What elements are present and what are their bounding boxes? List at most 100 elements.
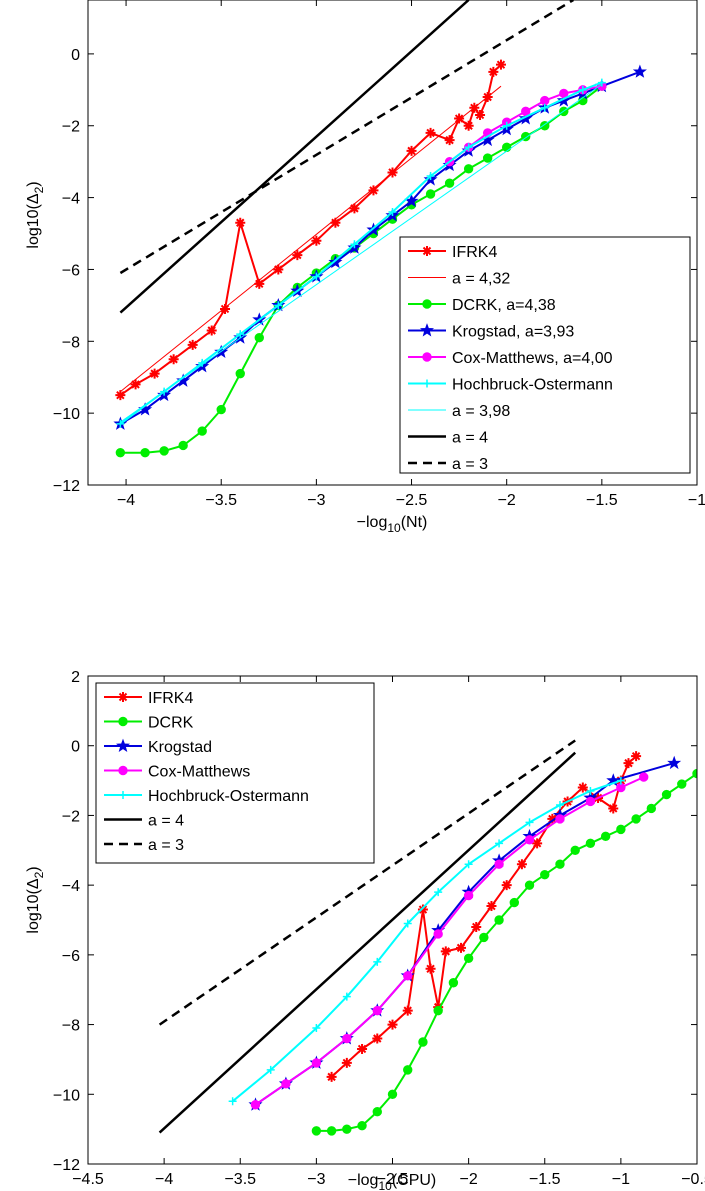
series-point <box>220 303 231 314</box>
series-point <box>235 368 245 379</box>
series-point <box>433 929 443 939</box>
series-point <box>463 164 474 174</box>
series-point <box>463 120 474 131</box>
series-point <box>570 845 580 855</box>
y-tick-label: −2 <box>62 808 80 825</box>
x-tick-label: −3 <box>307 492 325 509</box>
legend-box <box>399 236 691 474</box>
legend-marker <box>115 738 131 753</box>
series-point <box>403 919 412 928</box>
x-axis-label-part: (CPU) <box>392 1172 436 1189</box>
x-tick-label: −4.5 <box>72 1171 104 1188</box>
legend-label: a = 4 <box>148 813 184 830</box>
series-point <box>368 185 379 196</box>
series-point <box>387 167 398 178</box>
series-point <box>448 978 459 988</box>
series-point <box>115 447 126 458</box>
series-point <box>540 103 549 112</box>
series-point <box>311 1058 322 1068</box>
series-point <box>597 78 606 87</box>
series-point <box>524 880 535 890</box>
series-point <box>555 859 565 869</box>
series-point <box>418 1037 428 1047</box>
series-point <box>350 240 359 249</box>
series-point <box>577 782 588 793</box>
y-tick-label: −10 <box>53 1087 80 1104</box>
x-tick-label: −0.5 <box>681 1171 705 1188</box>
series-point <box>387 1019 398 1030</box>
series-point <box>456 942 467 953</box>
series-layer <box>113 0 647 458</box>
series-point <box>540 95 550 106</box>
series-point <box>159 446 169 456</box>
legend-label: a = 3 <box>452 456 488 473</box>
x-axis-label-sub: 10 <box>387 521 401 535</box>
series-point <box>488 66 499 77</box>
series-point <box>616 824 626 835</box>
series-point <box>616 782 626 793</box>
y-tick-label: −8 <box>62 1018 80 1035</box>
series-point <box>254 278 265 289</box>
series-point <box>357 1120 367 1131</box>
legend-label: DCRK <box>148 715 194 732</box>
series-point <box>586 787 595 796</box>
series-point <box>388 207 397 216</box>
series-line-7 <box>120 83 603 423</box>
series-point <box>608 803 619 814</box>
y-tick-label: −2 <box>62 119 80 136</box>
series-point <box>639 772 649 782</box>
legend-marker <box>422 352 432 362</box>
series-point <box>116 419 125 428</box>
y-tick-label: 2 <box>71 669 80 686</box>
series-point <box>372 1005 382 1016</box>
series-point <box>521 106 531 117</box>
y-tick-label: −8 <box>62 334 80 351</box>
series-point <box>532 838 543 849</box>
series-point <box>677 779 687 789</box>
series-point <box>372 1033 383 1044</box>
legend: IFRK4 DCRK Krogstad Cox-Matthews Hochbruck-O… <box>95 682 375 864</box>
legend-label: Cox-Matthews, a=4,00 <box>452 350 613 367</box>
series-line-2 <box>120 85 502 392</box>
legend-marker <box>119 791 127 799</box>
series-line-4 <box>254 776 645 1106</box>
series-point <box>176 373 191 387</box>
x-axis-label: −log10(Nt) <box>357 514 428 535</box>
series-point <box>406 145 417 156</box>
series-point <box>524 835 535 845</box>
series-point <box>326 1126 337 1136</box>
series-point <box>403 1065 413 1075</box>
series-point <box>250 1100 261 1110</box>
series-point <box>235 217 246 228</box>
series-point <box>585 838 596 849</box>
chart-1: −4 −3.5 −3 −2.5 −2 −1.5 −1 −12 −10 −8 −6 −4 −2 0 −log1… <box>25 0 705 535</box>
series-point <box>463 953 474 964</box>
y-axis-label-part: log10(Δ <box>25 878 42 933</box>
series-point <box>311 235 322 246</box>
series-point <box>216 404 226 415</box>
x-tick-label: −1 <box>688 492 705 509</box>
series-point <box>646 803 657 814</box>
series-point <box>228 1097 237 1106</box>
series-point <box>482 153 493 163</box>
legend-label: a = 3,98 <box>452 403 510 420</box>
y-tick-label: 0 <box>71 47 80 64</box>
series-point <box>236 330 245 339</box>
series-point <box>342 1124 352 1134</box>
series-point <box>312 272 321 281</box>
series-point <box>311 1126 322 1136</box>
axes-frame <box>87 0 698 486</box>
y-axis-label-part: log10(Δ <box>25 193 42 248</box>
legend-box <box>95 682 375 864</box>
series-point <box>292 250 303 261</box>
series-point <box>556 93 571 107</box>
y-axis-label: log10(Δ2) <box>25 866 46 933</box>
series-point <box>454 113 465 124</box>
x-axis-label-part: −log <box>357 514 388 531</box>
series-point <box>486 901 497 912</box>
series-point <box>495 839 504 848</box>
series-point <box>433 1005 443 1016</box>
y-tick-label: −12 <box>53 478 80 495</box>
legend-label: Hochbruck-Ostermann <box>148 788 309 805</box>
